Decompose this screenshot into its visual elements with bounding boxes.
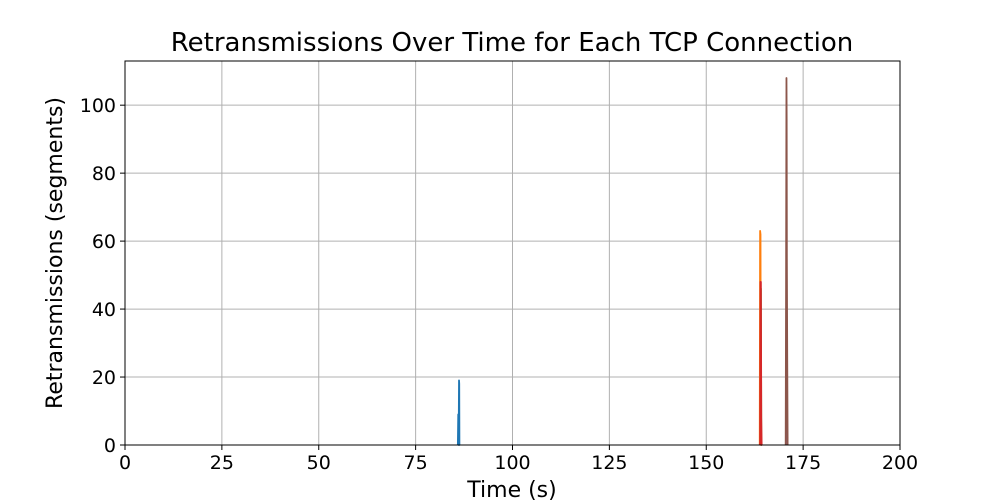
x-tick-label: 25 [210, 452, 234, 474]
series-line-1 [456, 379, 461, 446]
x-tick-label: 125 [591, 452, 627, 474]
x-tick-label: 100 [494, 452, 530, 474]
y-tick-label: 0 [104, 435, 116, 457]
y-tick-label: 60 [92, 231, 116, 253]
x-tick-label: 75 [404, 452, 428, 474]
y-tick-label: 40 [92, 299, 116, 321]
series-line-6 [784, 77, 789, 446]
x-tick-label: 175 [785, 452, 821, 474]
y-tick-label: 80 [92, 163, 116, 185]
y-tick-label: 100 [80, 95, 116, 117]
x-tick-label: 0 [119, 452, 131, 474]
series-line-4 [759, 280, 763, 446]
y-axis-label: Retransmissions (segments) [43, 97, 68, 409]
chart-title: Retransmissions Over Time for Each TCP C… [171, 28, 853, 58]
x-tick-label: 150 [688, 452, 724, 474]
x-tick-label: 200 [882, 452, 918, 474]
x-axis-label: Time (s) [466, 478, 556, 500]
y-tick-label: 20 [92, 367, 116, 389]
x-tick-label: 50 [307, 452, 331, 474]
axis-ticks: 0 25 50 75 100 125 150 175 200 0 20 40 60 80 100 [80, 95, 918, 474]
